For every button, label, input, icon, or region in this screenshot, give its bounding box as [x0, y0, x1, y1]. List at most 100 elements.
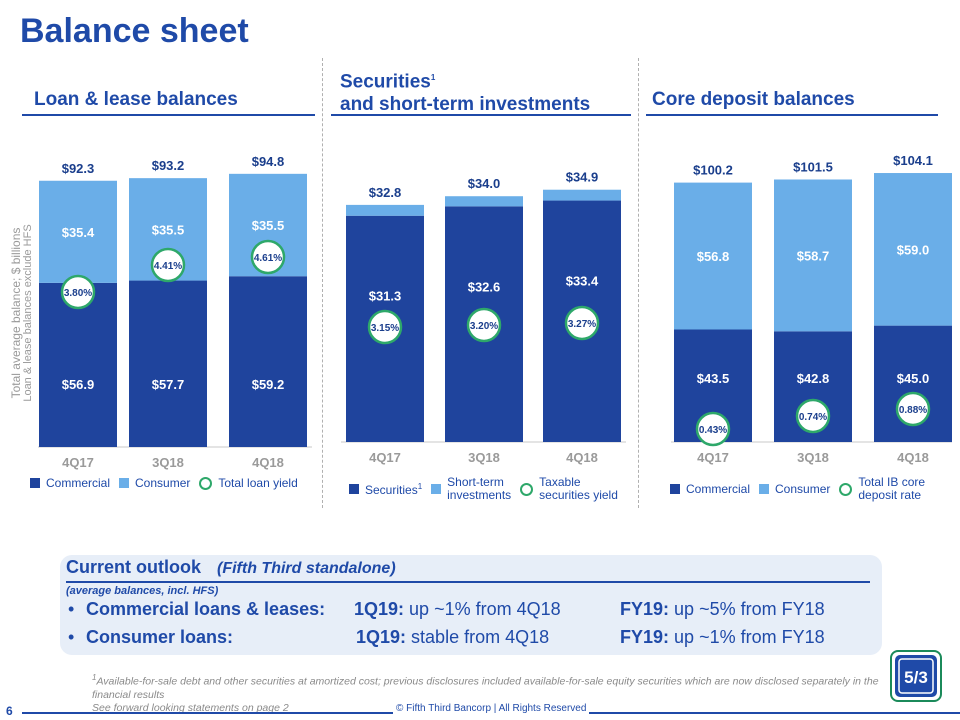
category-label: 4Q17 — [697, 450, 729, 465]
legend-yield: Total loan yield — [199, 476, 298, 490]
segment-label: $35.5 — [152, 222, 185, 237]
category-label: 4Q18 — [566, 450, 598, 465]
bar-segment-consumer — [39, 180, 117, 283]
bar-segment-short-term-investments — [445, 196, 523, 207]
legend-swatch-ring — [199, 476, 213, 490]
bar-segment-commercial — [229, 276, 307, 447]
total-label: $94.8 — [252, 154, 285, 169]
panel-divider-1 — [322, 58, 323, 508]
legend-label: Securities1 — [365, 481, 423, 497]
outlook-row-fy: FY19: up ~5% from FY18 — [620, 599, 825, 619]
bar-segment-consumer — [874, 173, 952, 326]
yield-label: 0.88% — [899, 405, 927, 416]
bar-segment-commercial — [39, 282, 117, 447]
footnote: 1Available-for-sale debt and other secur… — [92, 671, 882, 715]
yield-ring — [150, 247, 186, 283]
legend-label: Consumer — [135, 476, 191, 490]
category-label: 3Q18 — [468, 450, 500, 465]
outlook-row-quarter: 1Q19: up ~1% from 4Q18 — [354, 599, 561, 619]
page-number: 6 — [6, 704, 13, 718]
legend-securities: Securities1 — [349, 482, 422, 497]
category-label: 4Q17 — [62, 455, 94, 470]
bar-segment-short-term-investments — [346, 204, 424, 216]
yield-ring — [60, 274, 96, 310]
category-label: 3Q18 — [797, 450, 829, 465]
yield-label: 3.27% — [568, 319, 596, 330]
segment-label: $32.6 — [468, 279, 501, 294]
category-label: 4Q18 — [252, 455, 284, 470]
yield-ring — [795, 398, 831, 434]
segment-label: $59.2 — [252, 377, 285, 392]
bullet-icon: • — [68, 599, 75, 619]
legend-label: Total IB core deposit rate — [858, 475, 926, 502]
fifth-third-logo-icon: 5/3 — [890, 650, 942, 702]
bullet-icon: • — [68, 627, 75, 647]
yield-label: 3.15% — [371, 323, 399, 334]
deposits-title: Core deposit balances — [652, 89, 855, 110]
panel-divider-2 — [638, 58, 639, 508]
securities-title-rule — [331, 114, 631, 116]
legend-consumer: Consumer — [759, 482, 830, 496]
svg-text:5/3: 5/3 — [904, 668, 928, 687]
segment-label: $35.5 — [252, 218, 285, 233]
segment-label: $59.0 — [897, 242, 930, 257]
legend-swatch-light — [431, 484, 442, 494]
outlook-rule — [66, 581, 870, 583]
outlook-heading-text: Current outlook — [66, 557, 201, 577]
outlook-row-fy: FY19: up ~1% from FY18 — [620, 627, 825, 647]
total-label: $34.9 — [566, 170, 599, 185]
yield-label: 0.74% — [799, 412, 827, 423]
legend-label: Commercial — [686, 482, 751, 496]
total-label: $104.1 — [893, 153, 933, 168]
category-label: 3Q18 — [152, 455, 184, 470]
yield-ring — [367, 309, 403, 345]
outlook-note: (average balances, incl. HFS) — [66, 585, 219, 597]
loan-legend: Commercial Consumer Total loan yield — [30, 476, 307, 490]
segment-label: $35.4 — [62, 225, 95, 240]
segment-label: $33.4 — [566, 274, 599, 289]
segment-label: $56.9 — [62, 377, 95, 392]
legend-label: Short-term investments — [447, 475, 512, 502]
outlook-qualifier: (Fifth Third standalone) — [217, 560, 396, 577]
securities-title-sup: 1 — [430, 73, 436, 82]
legend-swatch-light — [759, 484, 770, 494]
bar-segment-commercial — [129, 280, 207, 447]
outlook-row-quarter: 1Q19: stable from 4Q18 — [356, 627, 550, 647]
copyright: © Fifth Third Bancorp | All Rights Reser… — [393, 703, 590, 714]
outlook-panel — [60, 555, 882, 655]
total-label: $32.8 — [369, 185, 402, 200]
legend-consumer: Consumer — [119, 476, 190, 490]
bar-segment-short-term-investments — [543, 189, 621, 201]
legend-commercial: Commercial — [30, 476, 110, 490]
outlook-row-label: Consumer loans: — [86, 627, 234, 647]
outlook-heading: Current outlook (Fifth Third standalone) — [66, 557, 396, 578]
footnote-line1: Available-for-sale debt and other securi… — [92, 675, 879, 701]
yield-ring — [466, 307, 502, 343]
yield-ring — [564, 305, 600, 341]
category-label: 4Q17 — [369, 450, 401, 465]
outlook-row-label: Commercial loans & leases: — [86, 599, 326, 619]
legend-label: Commercial — [46, 476, 111, 490]
legend-label: Taxable securities yield — [539, 475, 618, 502]
yield-label: 0.43% — [699, 425, 727, 436]
segment-label: $31.3 — [369, 289, 402, 304]
segment-label: $43.5 — [697, 371, 730, 386]
securities-legend: Securities1 Short-term investments Taxabl… — [349, 476, 627, 502]
total-label: $92.3 — [62, 161, 95, 176]
total-label: $93.2 — [152, 158, 185, 173]
total-label: $34.0 — [468, 176, 501, 191]
total-label: $100.2 — [693, 163, 733, 178]
legend-commercial: Commercial — [670, 482, 750, 496]
legend-taxable-yield: Taxable securities yield — [520, 476, 618, 502]
segment-label: $56.8 — [697, 249, 730, 264]
legend-label: Total loan yield — [218, 476, 298, 490]
segment-label: $58.7 — [797, 248, 830, 263]
yield-label: 4.61% — [254, 253, 282, 264]
segment-label: $57.7 — [152, 377, 185, 392]
segment-label: $42.8 — [797, 371, 830, 386]
footnote-line2: See forward looking statements on page 2 — [92, 701, 289, 714]
footnote-sup: 1 — [92, 673, 97, 682]
